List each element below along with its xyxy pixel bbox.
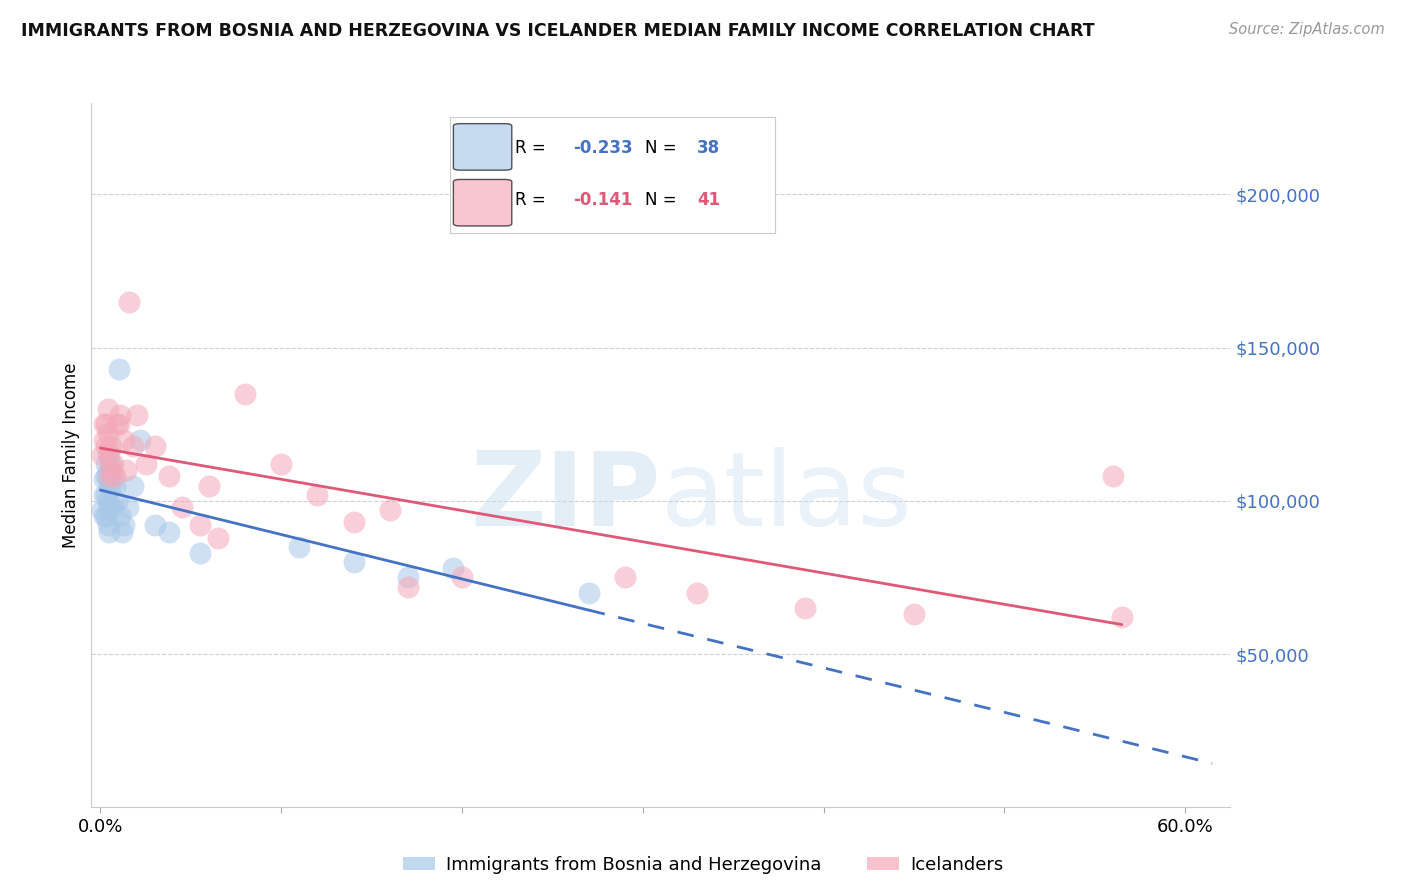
Point [107,362,129,376]
Point [451,570,474,584]
Point [122,478,145,492]
Point [117,500,139,514]
Point [98,469,121,483]
Point [105,494,128,508]
Point [97,469,120,483]
Point [91,503,114,517]
Point [93,417,115,432]
Point [93,488,115,502]
Point [441,561,464,575]
Point [98,524,121,539]
Point [170,500,193,514]
Legend: Immigrants from Bosnia and Herzegovina, Icelanders: Immigrants from Bosnia and Herzegovina, … [395,849,1011,881]
Point [101,469,124,483]
Point [110,408,132,422]
Point [100,439,122,453]
Point [129,433,152,447]
Point [100,478,122,492]
Point [97,426,120,441]
Point [270,457,292,471]
Point [342,555,364,569]
Point [91,448,114,462]
Point [157,469,180,483]
Point [101,500,124,514]
Point [107,417,129,432]
Point [93,472,115,486]
Point [94,417,117,432]
Point [98,500,121,514]
Point [98,448,121,462]
Point [94,509,117,524]
Point [207,531,229,545]
Point [105,417,128,432]
Text: Source: ZipAtlas.com: Source: ZipAtlas.com [1229,22,1385,37]
Point [143,439,166,453]
Point [188,518,211,533]
Text: atlas: atlas [661,447,912,548]
Point [188,546,211,560]
Point [97,448,120,462]
Point [100,500,122,514]
Point [97,401,120,416]
Point [288,540,311,554]
Point [143,518,166,533]
Point [97,494,120,508]
Point [97,518,120,533]
Point [101,457,124,471]
Point [93,509,115,524]
Point [100,457,122,471]
Point [100,463,122,477]
Point [112,518,135,533]
Point [686,586,709,600]
Point [135,457,157,471]
Y-axis label: Median Family Income: Median Family Income [62,362,80,548]
Point [903,607,925,622]
Point [112,433,135,447]
Point [93,433,115,447]
Point [104,469,127,483]
Point [396,570,419,584]
Text: IMMIGRANTS FROM BOSNIA AND HERZEGOVINA VS ICELANDER MEDIAN FAMILY INCOME CORRELA: IMMIGRANTS FROM BOSNIA AND HERZEGOVINA V… [21,22,1095,40]
Point [118,294,141,309]
Point [94,488,117,502]
Point [110,509,132,524]
Point [157,524,180,539]
Point [198,478,221,492]
Point [233,386,256,401]
Point [94,439,117,453]
Point [378,503,401,517]
Point [104,478,127,492]
Point [1101,469,1123,483]
Point [342,516,364,530]
Point [111,524,134,539]
Point [613,570,636,584]
Point [125,408,148,422]
Text: ZIP: ZIP [471,447,661,548]
Point [794,601,817,615]
Point [98,478,121,492]
Point [94,457,117,471]
Point [307,488,329,502]
Point [396,580,419,594]
Point [122,439,145,453]
Point [94,469,117,483]
Point [1111,610,1133,624]
Point [114,463,136,477]
Point [98,463,121,477]
Point [578,586,600,600]
